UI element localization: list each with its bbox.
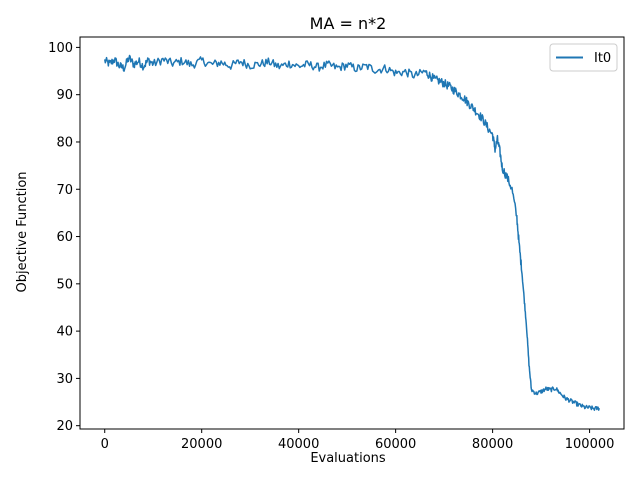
- y-tick-label: 60: [56, 230, 73, 245]
- legend-box: [549, 43, 618, 72]
- x-tick-label: 0: [101, 437, 109, 452]
- x-tick-label: 20000: [181, 437, 222, 452]
- axes-frame: [79, 36, 625, 430]
- plot-area: [103, 54, 600, 411]
- axes: 0 20000 40000 60000 80000 100000 20 30 40 50 60 70 8…: [48, 36, 625, 452]
- y-tick-label: 90: [56, 88, 73, 103]
- y-tick-label: 100: [48, 41, 73, 56]
- legend-label-it0: It0: [594, 51, 611, 66]
- y-axis-label: Objective Function: [15, 171, 30, 292]
- x-axis-label: Evaluations: [310, 451, 386, 466]
- y-tick-label: 30: [56, 372, 73, 387]
- y-tick-label: 50: [56, 277, 73, 292]
- x-tick-label: 60000: [375, 437, 416, 452]
- y-tick-label: 80: [56, 135, 73, 150]
- legend: It0: [549, 43, 618, 72]
- y-tick-label: 70: [56, 183, 73, 198]
- x-tick-label: 40000: [278, 437, 319, 452]
- y-tick-label: 40: [56, 325, 73, 340]
- x-tick-label: 80000: [472, 437, 513, 452]
- series-line-it0: [103, 54, 600, 411]
- chart-title: MA = n*2: [310, 14, 387, 33]
- x-tick-label: 100000: [565, 437, 615, 452]
- y-tick-label: 20: [56, 419, 73, 434]
